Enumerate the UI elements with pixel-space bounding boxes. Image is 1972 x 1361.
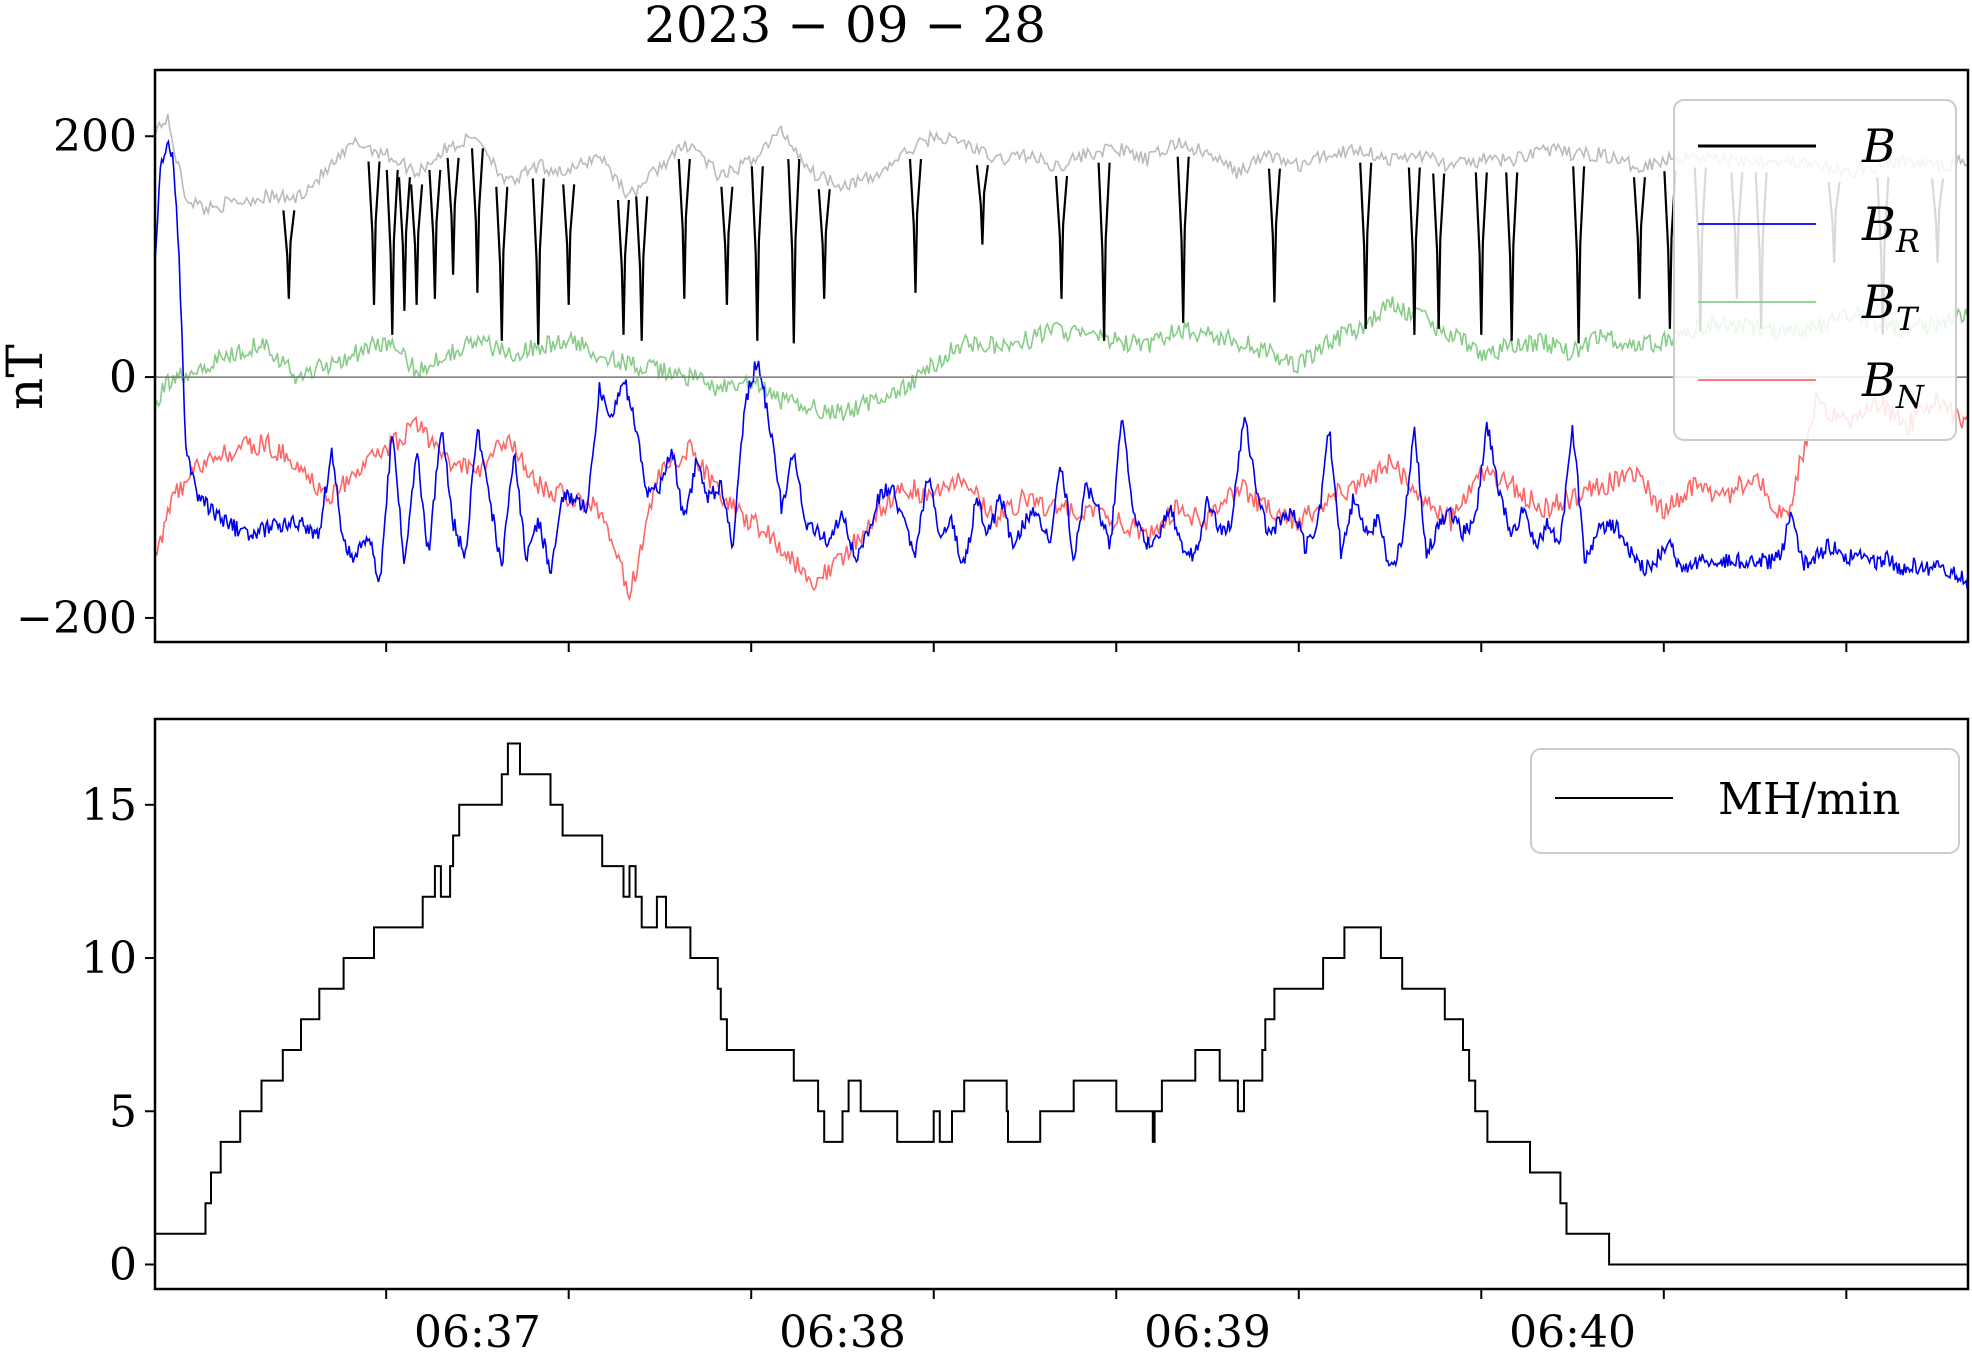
y-tick-label: 200: [53, 111, 137, 162]
y-tick-label: 5: [109, 1086, 137, 1137]
b-dip: [1359, 162, 1373, 329]
b-dip: [1474, 172, 1488, 335]
b-dip: [562, 184, 576, 305]
b-magnitude-envelope: [154, 113, 1968, 216]
b-dip: [908, 159, 923, 293]
y-axis-label: nT: [0, 344, 54, 410]
b-dip: [282, 210, 296, 299]
legend-label: B: [1861, 119, 1896, 173]
panel-mh-per-min: 15 10 5 0 06:37 06:38 06:39 06:40 MH/min: [81, 717, 1970, 1358]
mh-per-min-series: [155, 742, 1968, 1266]
b-dip: [1097, 162, 1111, 341]
bn-series: [154, 391, 1969, 602]
legend-box: [1673, 99, 1957, 441]
b-dip: [1505, 172, 1519, 341]
panel2-y-axis: 15 10 5 0: [81, 780, 155, 1290]
b-dip: [1572, 166, 1586, 344]
b-dip: [1054, 175, 1069, 299]
b-dip: [1267, 168, 1281, 303]
b-dip: [677, 159, 691, 299]
panel2-x-axis: 06:37 06:38 06:39 06:40: [385, 1289, 1848, 1358]
br-line: [154, 138, 1969, 590]
b-dip: [410, 184, 424, 305]
b-dip: [975, 164, 989, 245]
b-dip: [616, 200, 630, 335]
legend-label: MH/min: [1718, 774, 1900, 825]
b-dip: [1407, 167, 1421, 335]
panel1-x-ticks: [385, 642, 1848, 652]
legend-panel2: MH/min: [1530, 748, 1960, 854]
bt-line: [154, 296, 1969, 421]
x-tick-label: 06:37: [414, 1307, 541, 1358]
legend-subscript: N: [1895, 378, 1925, 416]
y-tick-label: 0: [109, 1239, 137, 1290]
y-tick-label: 0: [109, 352, 137, 403]
b-envelope-line: [154, 113, 1968, 216]
b-dip: [385, 169, 399, 335]
panel1-frame: [153, 68, 1970, 644]
bn-line: [154, 391, 1969, 602]
b-dip: [817, 189, 831, 299]
b-dip: [495, 186, 509, 341]
b-dip: [470, 148, 484, 293]
b-dip: [1432, 173, 1446, 329]
legend-subscript: R: [1895, 222, 1920, 260]
x-tick-label: 06:38: [779, 1307, 906, 1358]
b-dip: [397, 177, 411, 311]
b-dip: [750, 166, 764, 341]
panel2-frame: [153, 717, 1970, 1291]
x-tick-label: 06:40: [1509, 1307, 1636, 1358]
b-dip: [367, 161, 381, 305]
x-tick-label: 06:39: [1144, 1307, 1271, 1358]
b-dip: [720, 186, 734, 305]
b-dip: [787, 159, 801, 344]
b-dip: [446, 157, 460, 275]
br-series: [154, 138, 1969, 590]
b-dip: [635, 196, 649, 341]
bt-series: [154, 296, 1969, 421]
panel1-y-axis: 200 0 −200: [16, 111, 155, 644]
b-dip: [531, 178, 545, 345]
mh-per-min-line: [155, 742, 1968, 1266]
legend-subscript: T: [1896, 300, 1920, 338]
b-dip: [1176, 156, 1190, 323]
y-tick-label: −200: [16, 593, 137, 644]
y-tick-label: 15: [81, 780, 137, 831]
b-dip: [1663, 171, 1677, 329]
legend-box: [1530, 748, 1960, 854]
chart-title: 2023 − 09 − 28: [644, 0, 1046, 54]
b-dip: [428, 169, 442, 299]
y-tick-label: 10: [81, 933, 137, 984]
b-dip: [1632, 177, 1646, 299]
